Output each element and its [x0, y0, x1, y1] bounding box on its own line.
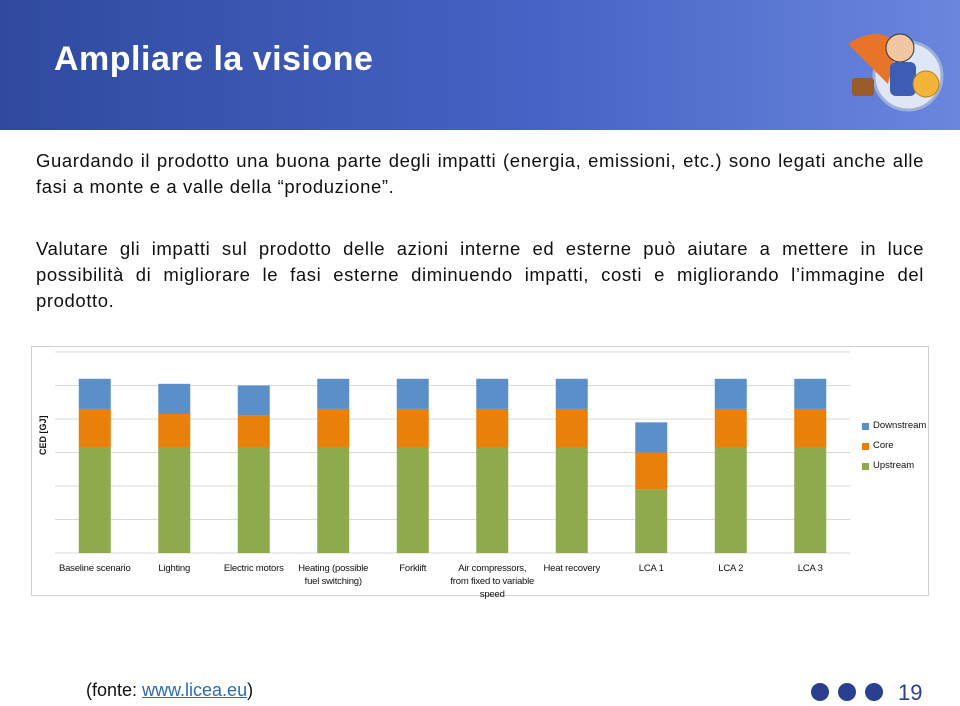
- x-tick-label: LCA 1: [638, 563, 664, 574]
- bar-segment: [158, 413, 191, 448]
- slide-title: Ampliare la visione: [54, 40, 374, 78]
- bar-segment: [635, 422, 668, 453]
- source-suffix: ): [247, 680, 254, 700]
- bar-segment: [317, 378, 350, 409]
- bar-segment: [78, 378, 111, 409]
- nav-dots: [811, 683, 883, 701]
- page-number: 19: [898, 680, 923, 705]
- legend-label: Upstream: [873, 460, 915, 471]
- bar-segment: [237, 447, 270, 553]
- bar-segment: [317, 408, 350, 448]
- bar-segment: [794, 408, 827, 448]
- chart-frame: [31, 346, 929, 596]
- bar-segment: [555, 447, 588, 553]
- bar-segment: [476, 378, 509, 409]
- bar-segment: [635, 452, 668, 490]
- bar-segment: [78, 408, 111, 448]
- bar-segment: [555, 378, 588, 409]
- bar-segment: [396, 378, 429, 409]
- bar-segment: [158, 447, 191, 553]
- bar-segment: [714, 408, 747, 448]
- bar-segment: [317, 447, 350, 553]
- legend-label: Downstream: [873, 420, 927, 431]
- bar-segment: [237, 415, 270, 448]
- source-link[interactable]: www.licea.eu: [142, 680, 248, 700]
- bar-segment: [555, 408, 588, 448]
- bar-segment: [794, 378, 827, 409]
- bar-segment: [714, 378, 747, 409]
- bar-segment: [237, 385, 270, 416]
- paragraph: Valutare gli impatti sul prodotto delle …: [36, 238, 924, 311]
- header-band: Ampliare la visione: [0, 0, 960, 130]
- bar-segment: [396, 447, 429, 553]
- source: (fonte: www.licea.eu): [86, 680, 253, 701]
- legend-label: Core: [873, 440, 894, 451]
- x-tick-label: Baseline scenario: [58, 563, 131, 574]
- bar-segment: [794, 447, 827, 553]
- x-tick-label: Air compressors, from fixed to variable …: [450, 563, 535, 600]
- x-tick-label: Heat recovery: [543, 563, 601, 574]
- x-tick-label: Heating (possible fuel switching): [298, 563, 369, 587]
- legend-swatch: [862, 463, 869, 470]
- bar-segment: [714, 447, 747, 553]
- x-tick-label: LCA 2: [718, 563, 744, 574]
- bar-segment: [635, 489, 668, 553]
- bar-segment: [158, 383, 191, 414]
- source-prefix: (fonte:: [86, 680, 143, 700]
- x-tick-label: LCA 3: [797, 563, 823, 574]
- bar-segment: [78, 447, 111, 553]
- x-tick-label: Lighting: [158, 563, 191, 574]
- x-tick-label: Electric motors: [223, 563, 284, 574]
- legend-swatch: [862, 423, 869, 430]
- legend-swatch: [862, 443, 869, 450]
- bar-segment: [476, 447, 509, 553]
- bar-segment: [476, 408, 509, 448]
- paragraph: Guardando il prodotto una buona parte de…: [36, 150, 924, 197]
- mascot-logo: [848, 33, 944, 112]
- y-axis-label: CED [GJ]: [38, 415, 48, 455]
- x-tick-label: Forklift: [399, 563, 427, 574]
- bar-segment: [396, 408, 429, 448]
